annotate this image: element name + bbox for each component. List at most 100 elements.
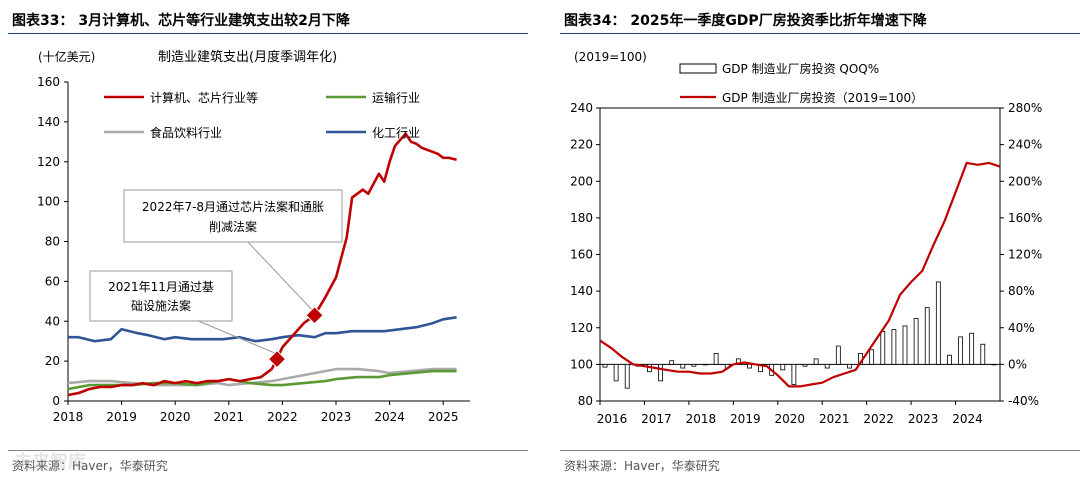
left-source: 资料来源：Haver，华泰研究 xyxy=(12,459,168,473)
right-y-left-tick-label: 180 xyxy=(570,211,593,225)
left-unit-label: (十亿美元) xyxy=(38,49,95,64)
right-x-tick-label: 2022 xyxy=(863,412,894,426)
left-x-tick-label: 2020 xyxy=(160,410,191,424)
annotation-leader-chips xyxy=(245,239,315,313)
right-x-tick-label: 2016 xyxy=(597,412,628,426)
right-bar-18 xyxy=(802,363,808,367)
left-y-tick-label: 0 xyxy=(52,394,60,408)
left-event-marker-0 xyxy=(267,349,287,369)
right-y-left-tick-label: 200 xyxy=(570,174,593,188)
left-y-tick-label: 140 xyxy=(37,115,60,129)
annotation-infra-line1: 2021年11月通过基 xyxy=(108,280,214,294)
right-bar-9 xyxy=(702,363,708,366)
left-event-marker-1 xyxy=(305,306,324,325)
left-legend-label-1: 运输行业 xyxy=(372,90,420,105)
right-bar-2 xyxy=(624,363,630,389)
left-series-line-3 xyxy=(68,316,457,343)
left-panel: 图表33： 3月计算机、芯片等行业建筑支出较2月下降 (十亿美元) 制造业建筑支… xyxy=(0,0,530,482)
left-legend-label-2: 食品饮料行业 xyxy=(150,125,222,140)
right-bar-1 xyxy=(613,363,619,382)
right-bar-30 xyxy=(935,281,941,365)
right-y-left-tick-label: 160 xyxy=(570,248,593,262)
right-x-tick-label: 2021 xyxy=(819,412,850,426)
right-y-left-tick-label: 100 xyxy=(570,357,593,371)
left-y-tick-label: 120 xyxy=(37,155,60,169)
left-annotations: 2022年7-8月通过芯片法案和通胀 削减法案 2021年11月通过基 础设施法… xyxy=(89,189,343,357)
annotation-infra-line2: 础设施法案 xyxy=(131,298,191,313)
left-y-tick-label: 60 xyxy=(45,274,60,288)
right-bar-19 xyxy=(813,358,819,365)
right-x-tick-label: 2018 xyxy=(686,412,717,426)
right-title-rule xyxy=(560,33,1080,34)
right-legend-line-label: GDP 制造业厂房投资（2019=100） xyxy=(722,90,923,105)
right-source-rule xyxy=(560,450,1080,451)
right-bar-26 xyxy=(891,329,897,365)
right-bar-29 xyxy=(924,307,930,365)
right-y-left-tick-label: 120 xyxy=(570,321,593,335)
right-bar-0 xyxy=(602,363,608,368)
right-chart: (2019=100) 80 100 120 140 160 180 200 220 240 -40… xyxy=(570,50,1042,426)
left-y-tick-label: 40 xyxy=(45,314,60,328)
right-bar-20 xyxy=(824,363,830,369)
right-y-right-tick-label: 160% xyxy=(1008,211,1042,225)
right-legend-bar-swatch xyxy=(679,63,717,74)
right-bar-34 xyxy=(980,343,986,365)
right-bar-28 xyxy=(913,318,919,365)
left-y-tick-label: 100 xyxy=(37,195,60,209)
right-y-left-tick-label: 220 xyxy=(570,138,593,152)
right-figure-title: 图表34： 2025年一季度GDP厂房投资季比折年增速下降 xyxy=(564,13,927,29)
left-legend-label-3: 化工行业 xyxy=(372,126,420,140)
right-y-right-tick-label: 240% xyxy=(1008,138,1042,152)
right-bar-27 xyxy=(902,325,908,365)
right-y-right-tick-label: 80% xyxy=(1008,284,1035,298)
right-legend-bar-label: GDP 制造业厂房投资 QOQ% xyxy=(722,61,879,76)
right-y-left-tick-label: 240 xyxy=(570,101,593,115)
right-bar-17 xyxy=(791,363,797,385)
right-y-right-tick-label: 280% xyxy=(1008,101,1042,115)
left-legend-label-0: 计算机、芯片行业等 xyxy=(150,90,258,105)
right-unit-label: (2019=100) xyxy=(574,50,647,64)
left-chart: (十亿美元) 制造业建筑支出(月度季调年化) 0 20 40 60 80 100 120 14… xyxy=(37,49,470,424)
right-bar-22 xyxy=(847,363,852,369)
right-bar-31 xyxy=(947,354,952,365)
right-x-tick-label: 2023 xyxy=(908,412,939,426)
right-bar-10 xyxy=(713,352,719,365)
left-x-tick-label: 2018 xyxy=(53,410,84,424)
left-x-tick-label: 2023 xyxy=(321,410,352,424)
left-chart-title: 制造业建筑支出(月度季调年化) xyxy=(158,49,337,65)
right-x-tick-label: 2020 xyxy=(775,412,806,426)
right-bar-8 xyxy=(691,363,697,367)
annotation-chips-line1: 2022年7-8月通过芯片法案和通胀 xyxy=(142,199,324,214)
annotation-chips-line2: 削减法案 xyxy=(209,219,257,234)
left-y-tick-label: 80 xyxy=(45,235,60,249)
annotation-box-chips xyxy=(123,189,343,243)
right-panel: 图表34： 2025年一季度GDP厂房投资季比折年增速下降 (2019=100)… xyxy=(552,0,1080,482)
right-bar-13 xyxy=(747,363,752,369)
right-y-right-tick-label: 0% xyxy=(1008,357,1027,371)
right-y-left-tick-label: 80 xyxy=(578,394,593,408)
right-x-tick-label: 2019 xyxy=(730,412,761,426)
annotation-box-infra xyxy=(89,270,233,322)
right-bar-25 xyxy=(880,331,886,365)
left-y-tick-label: 20 xyxy=(45,354,60,368)
right-x-tick-label: 2017 xyxy=(641,412,672,426)
left-x-tick-label: 2025 xyxy=(428,410,459,424)
right-series-line xyxy=(599,161,1001,388)
left-figure-title: 图表33： 3月计算机、芯片等行业建筑支出较2月下降 xyxy=(12,13,350,29)
right-x-tick-label: 2024 xyxy=(952,412,983,426)
right-bar-33 xyxy=(969,332,975,365)
right-y-right-tick-label: -40% xyxy=(1008,394,1039,408)
right-bar-21 xyxy=(835,345,841,365)
left-series-line-0 xyxy=(67,132,457,397)
right-bar-24 xyxy=(869,349,875,365)
right-bar-7 xyxy=(680,363,686,369)
right-y-right-tick-label: 120% xyxy=(1008,248,1042,262)
left-y-tick-label: 160 xyxy=(37,75,60,89)
annotation-leader-infra xyxy=(195,319,283,357)
left-title-rule xyxy=(8,33,528,34)
left-source-rule xyxy=(8,450,528,451)
right-bar-32 xyxy=(958,336,963,365)
right-bar-35 xyxy=(991,363,997,366)
right-bar-16 xyxy=(780,363,786,371)
left-x-tick-label: 2024 xyxy=(374,410,405,424)
